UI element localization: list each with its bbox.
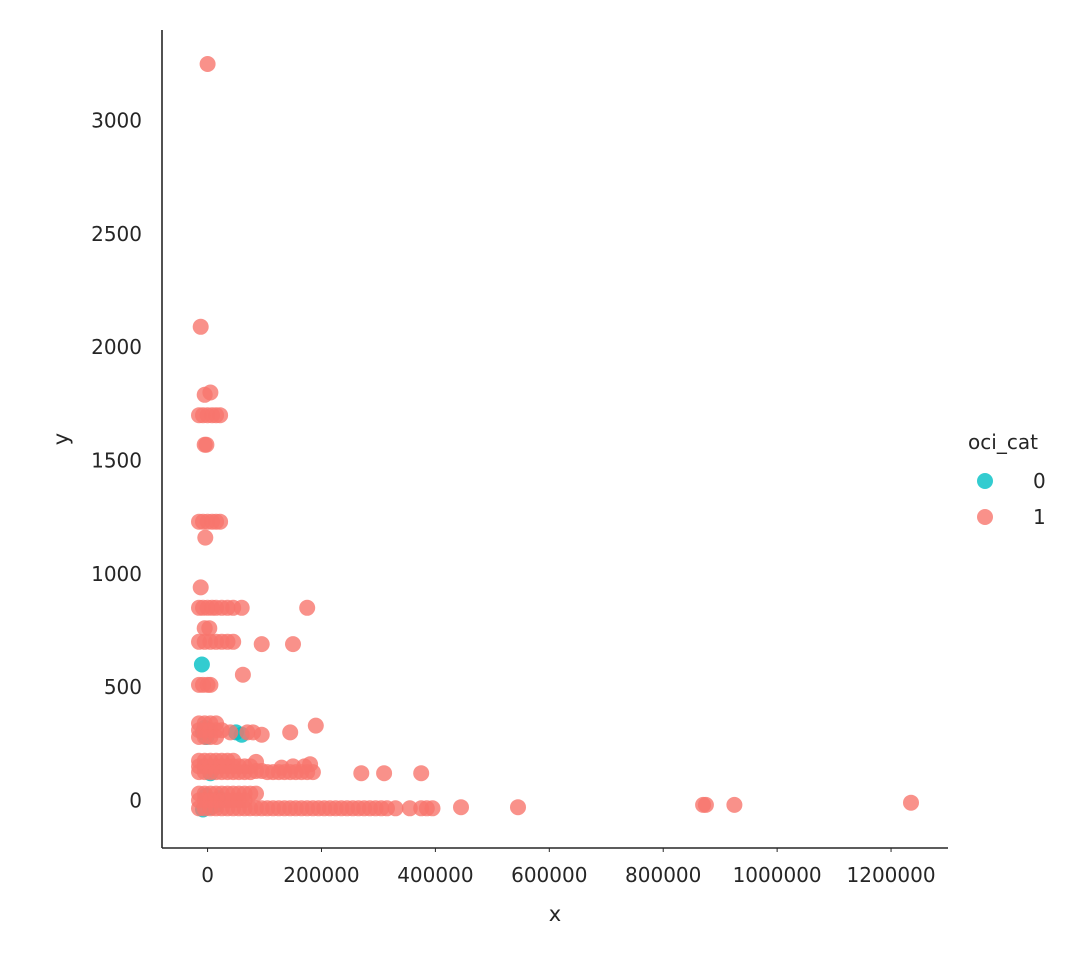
data-point	[302, 756, 319, 773]
x-ticks: 0 200000 400000 600000 800000 1000000 1200000	[201, 848, 936, 887]
data-point	[697, 796, 714, 813]
data-point	[285, 636, 301, 653]
y-tick-label: 3000	[91, 109, 142, 133]
legend-marker-1	[977, 509, 993, 525]
data-point	[192, 579, 209, 596]
legend: oci_cat 0 1	[968, 430, 1046, 529]
y-tick-label: 500	[104, 675, 142, 699]
x-tick-label: 800000	[625, 863, 701, 887]
x-tick-label: 400000	[397, 863, 473, 887]
x-tick-label: 0	[201, 863, 214, 887]
data-point	[234, 666, 251, 683]
data-point	[192, 318, 209, 335]
x-tick-label: 1000000	[733, 863, 822, 887]
data-point	[353, 765, 370, 782]
data-point	[424, 800, 441, 817]
legend-marker-0	[977, 473, 993, 489]
x-axis-label: x	[549, 902, 561, 926]
y-tick-label: 2000	[91, 335, 142, 359]
data-point	[285, 758, 301, 775]
y-tick-label: 2500	[91, 222, 142, 246]
data-point	[307, 717, 324, 734]
legend-label-1: 1	[1033, 505, 1046, 529]
data-point	[199, 56, 216, 72]
data-point	[208, 729, 225, 745]
data-point	[212, 513, 229, 530]
legend-title: oci_cat	[968, 430, 1038, 454]
data-point	[202, 384, 219, 401]
points-layer	[191, 56, 919, 818]
data-point	[198, 436, 215, 453]
x-tick-label: 200000	[283, 863, 359, 887]
data-point	[253, 636, 270, 653]
data-point	[202, 676, 219, 693]
data-point	[510, 799, 526, 816]
data-point	[453, 799, 469, 816]
data-point	[387, 800, 404, 817]
x-tick-label: 1200000	[847, 863, 936, 887]
data-point	[225, 633, 242, 650]
y-ticks: 0 500 1000 1500 2000 2500 3000	[91, 109, 142, 813]
data-point	[193, 656, 210, 673]
legend-label-0: 0	[1033, 469, 1046, 493]
data-point	[233, 599, 250, 616]
axes	[161, 30, 948, 849]
data-point	[222, 724, 239, 741]
data-point	[299, 599, 316, 616]
y-tick-label: 1500	[91, 449, 142, 473]
x-tick-label: 600000	[511, 863, 587, 887]
data-point	[726, 796, 743, 813]
y-tick-label: 0	[129, 788, 142, 812]
y-tick-label: 1000	[91, 562, 142, 586]
data-point	[253, 726, 270, 743]
series-1	[191, 56, 919, 817]
data-point	[282, 724, 299, 741]
data-point	[248, 753, 264, 770]
data-point	[201, 620, 218, 637]
y-axis-label: y	[49, 433, 73, 445]
data-point	[413, 765, 430, 782]
data-point	[903, 794, 919, 811]
data-point	[212, 407, 229, 424]
data-point	[197, 529, 214, 546]
data-point	[401, 800, 418, 817]
data-point	[376, 765, 393, 782]
